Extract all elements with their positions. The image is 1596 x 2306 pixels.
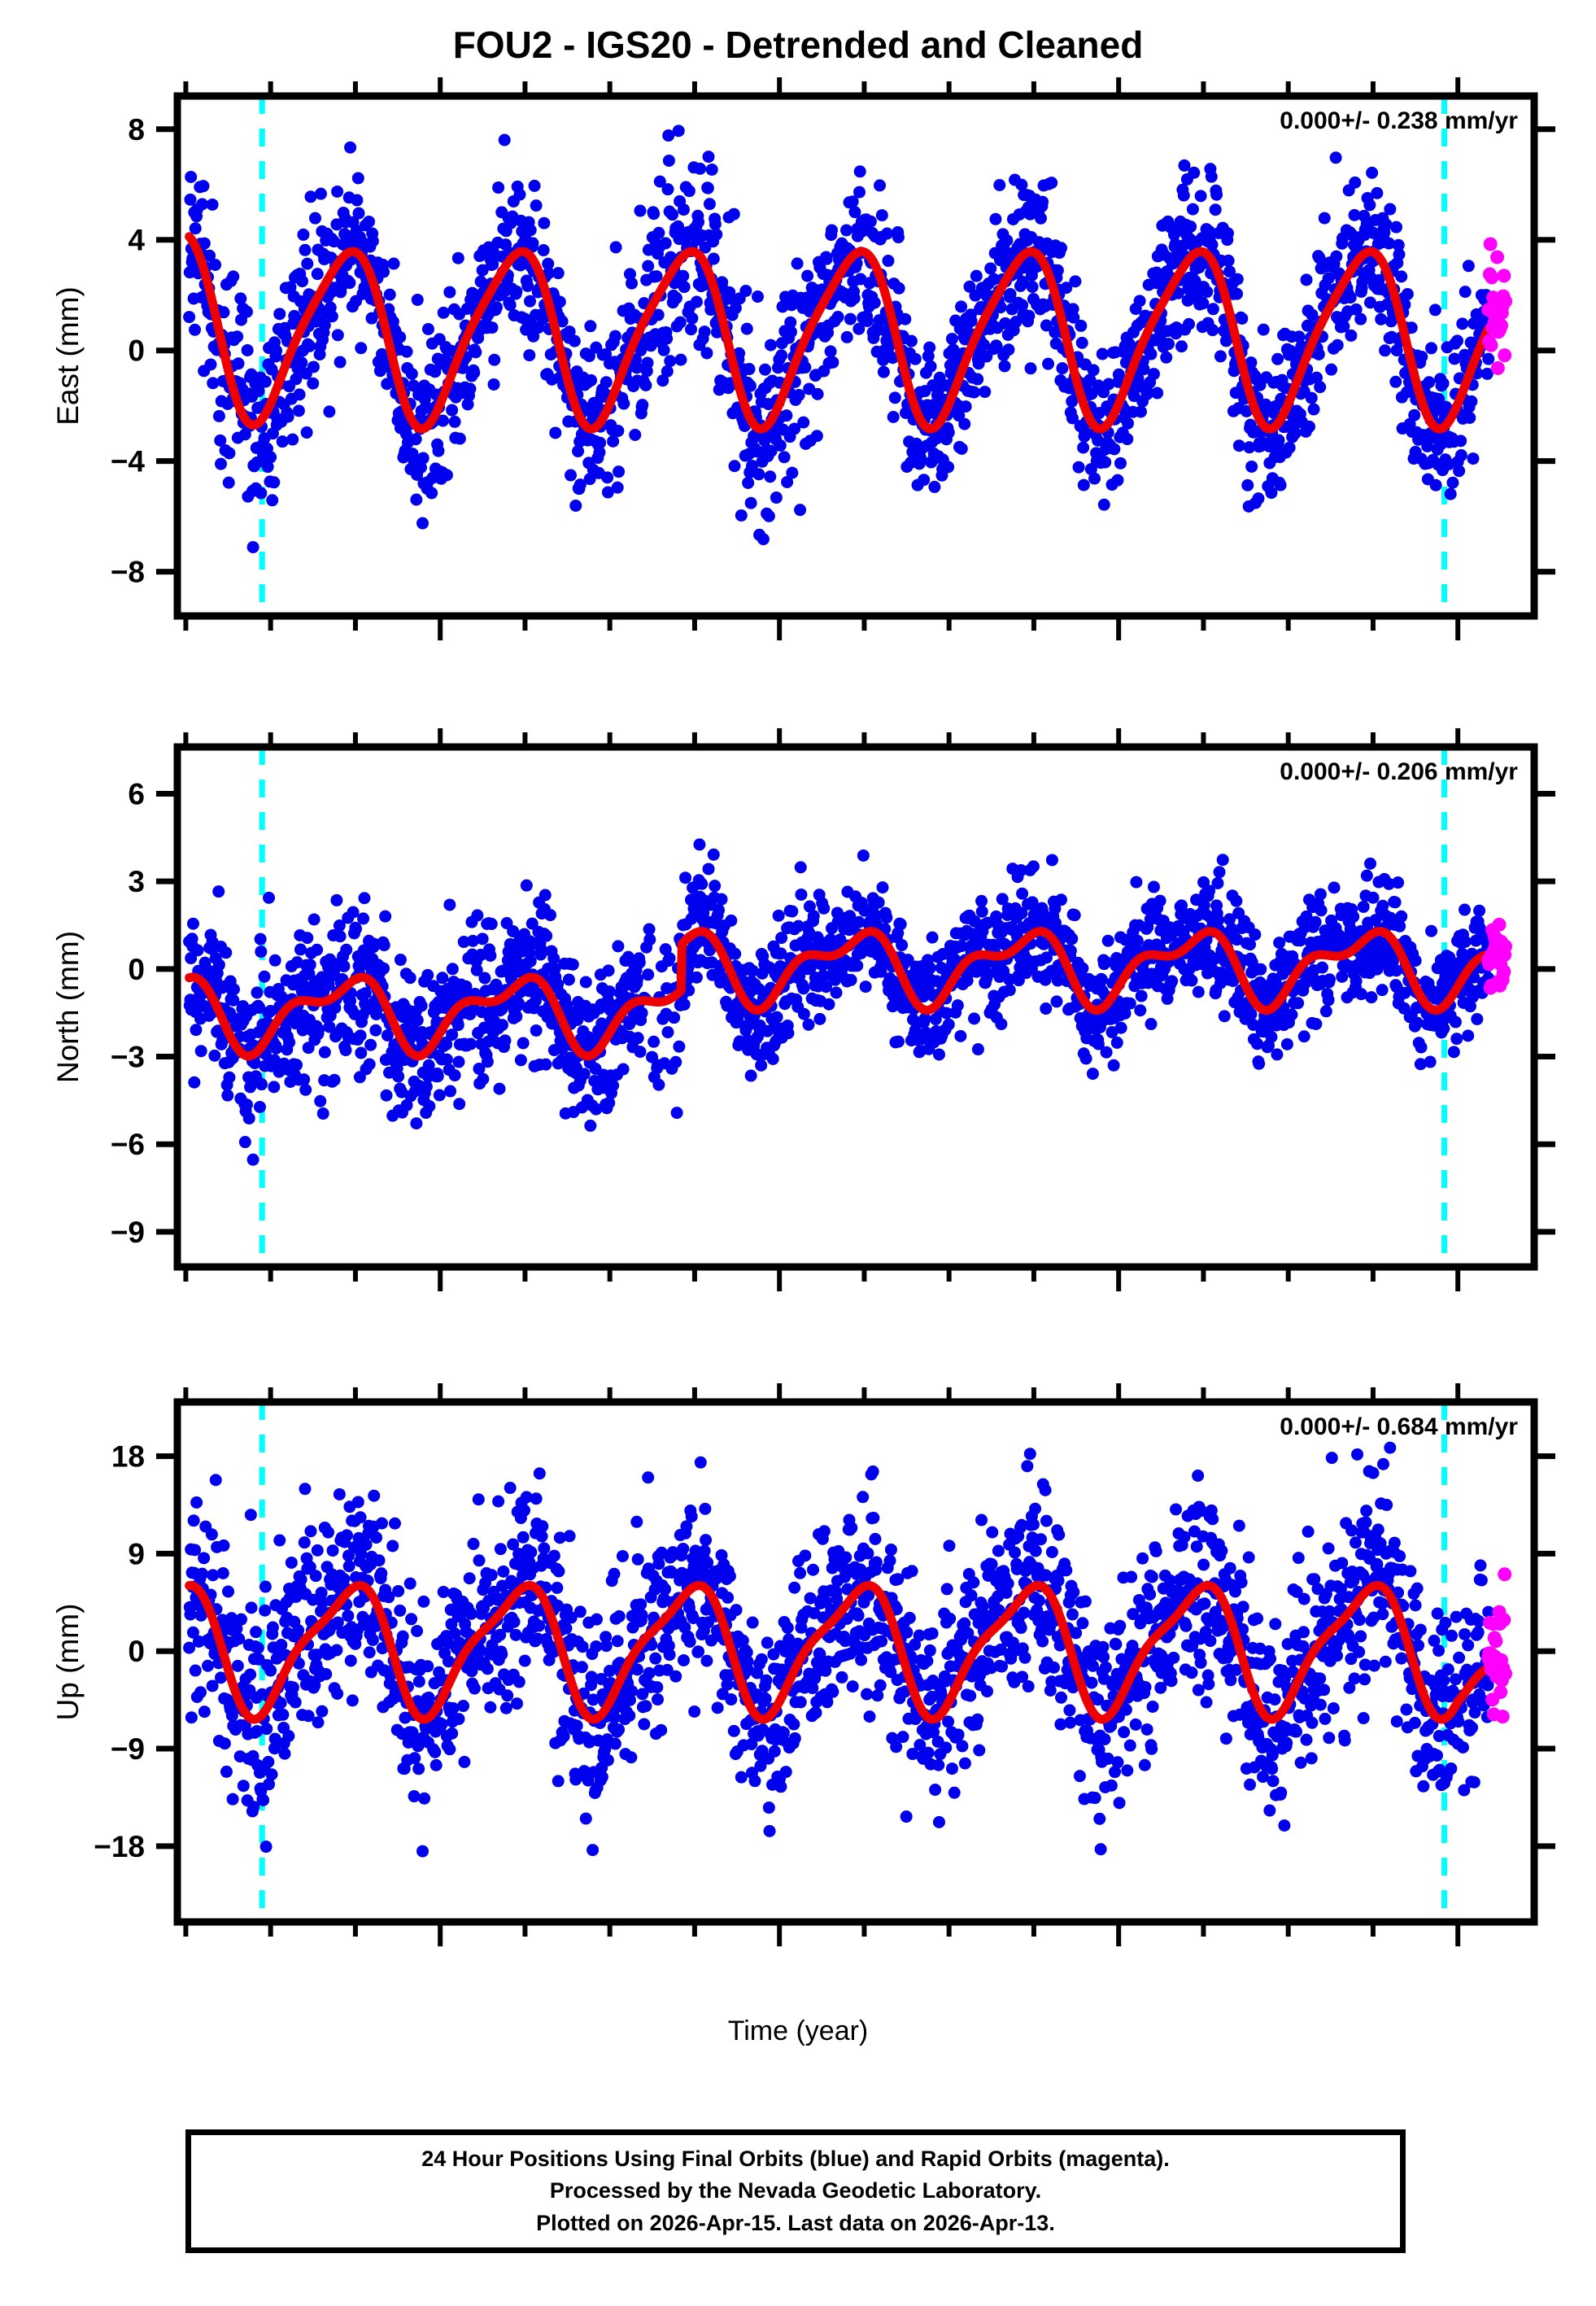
scatter-rapid-orbits [1481, 917, 1513, 995]
y-tick-label: −4 [111, 445, 146, 478]
rate-annotation: 0.000+/- 0.684 mm/yr [1280, 1413, 1518, 1440]
scatter-rapid-orbits [1481, 237, 1513, 375]
caption-line-1: 24 Hour Positions Using Final Orbits (bl… [421, 2147, 1170, 2172]
axes-frame [173, 1398, 1538, 1926]
panel-north: 630−3−6−920202022202420260.000+/- 0.206 … [0, 728, 1596, 1298]
y-tick-label: 9 [128, 1537, 145, 1570]
model-fit-curve [185, 232, 1494, 434]
y-tick-label: −6 [111, 1128, 145, 1161]
figure-caption-box: 24 Hour Positions Using Final Orbits (bl… [185, 2129, 1406, 2253]
rate-annotation: 0.000+/- 0.206 mm/yr [1280, 758, 1518, 785]
chart-north: 630−3−6−920202022202420260.000+/- 0.206 … [51, 728, 1555, 1291]
y-tick-label: −9 [111, 1216, 145, 1249]
axes-frame [173, 92, 1538, 620]
model-fit-curve [185, 927, 1494, 1061]
y-tick-label: 3 [128, 865, 145, 898]
y-tick-label: 0 [128, 953, 145, 986]
y-tick-label: 0 [128, 334, 145, 368]
chart-east: 840−4−820202022202420260.000+/- 0.238 mm… [51, 77, 1555, 640]
caption-line-2: Processed by the Nevada Geodetic Laborat… [549, 2178, 1042, 2203]
rate-annotation: 0.000+/- 0.238 mm/yr [1280, 107, 1518, 134]
scatter-rapid-orbits [1481, 1567, 1513, 1724]
x-axis-label: Time (year) [727, 2016, 869, 2046]
axes-frame [173, 743, 1538, 1271]
y-axis-label: North (mm) [51, 931, 85, 1083]
y-tick-label: 18 [111, 1440, 145, 1474]
y-tick-label: −3 [111, 1041, 145, 1074]
y-tick-label: 4 [128, 224, 145, 257]
y-tick-label: −18 [94, 1830, 145, 1863]
y-axis-label: East (mm) [51, 286, 85, 426]
scatter-final-orbits [183, 124, 1495, 553]
y-tick-label: −9 [111, 1732, 145, 1766]
y-tick-label: 6 [128, 777, 145, 810]
page-title: FOU2 - IGS20 - Detrended and Cleaned [452, 24, 1144, 66]
y-tick-label: −8 [111, 556, 145, 589]
panel-east: 840−4−820202022202420260.000+/- 0.238 mm… [0, 77, 1596, 647]
y-tick-label: 0 [128, 1635, 145, 1668]
caption-line-3: Plotted on 2026-Apr-15. Last data on 202… [536, 2210, 1055, 2235]
y-tick-label: 8 [128, 113, 145, 146]
model-fit-curve [185, 1581, 1494, 1724]
scatter-final-orbits [183, 1441, 1495, 1858]
y-axis-label: Up (mm) [51, 1604, 85, 1721]
